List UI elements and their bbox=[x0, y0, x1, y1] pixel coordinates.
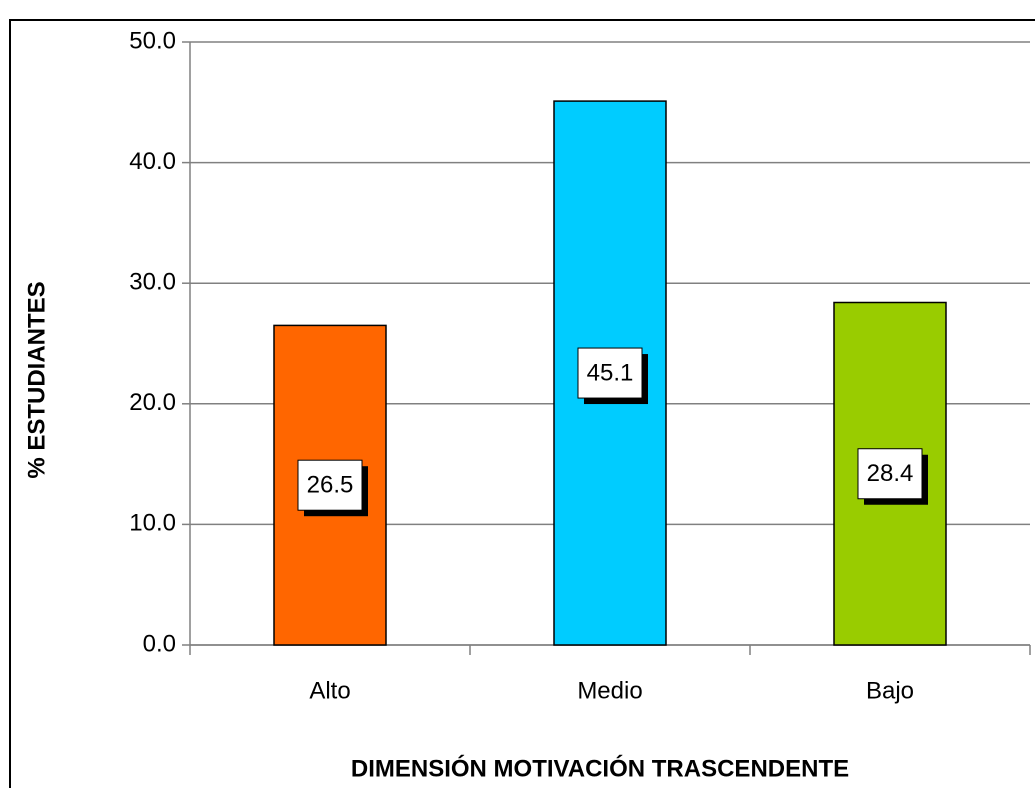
y-tick-label: 30.0 bbox=[129, 269, 176, 296]
data-label-box bbox=[577, 347, 643, 399]
data-label: 26.5 bbox=[307, 472, 354, 499]
data-label: 28.4 bbox=[867, 460, 914, 487]
data-label-box bbox=[297, 459, 363, 511]
x-tick-label: Alto bbox=[309, 677, 350, 704]
y-tick-label: 50.0 bbox=[129, 27, 176, 54]
data-label: 45.1 bbox=[587, 359, 634, 386]
y-tick-label: 20.0 bbox=[129, 389, 176, 416]
y-tick-label: 40.0 bbox=[129, 148, 176, 175]
data-label-box bbox=[857, 448, 923, 500]
x-tick-label: Medio bbox=[577, 677, 642, 704]
x-tick-label: Bajo bbox=[866, 677, 914, 704]
y-axis-title: % ESTUDIANTES bbox=[23, 281, 50, 478]
y-tick-label: 0.0 bbox=[143, 630, 176, 657]
y-tick-label: 10.0 bbox=[129, 510, 176, 537]
x-axis-title: DIMENSIÓN MOTIVACIÓN TRASCENDENTE bbox=[351, 754, 849, 782]
